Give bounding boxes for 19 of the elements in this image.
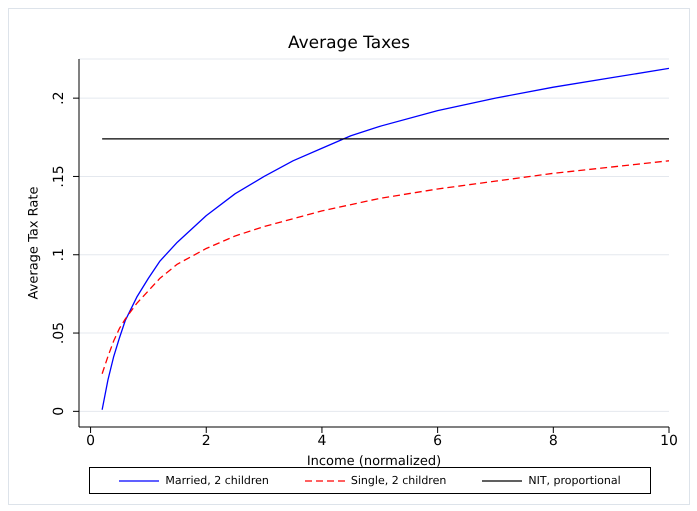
y-tick-label: 0 [51,406,67,416]
legend-label: Married, 2 children [165,474,269,487]
y-tick-label: .1 [51,248,67,262]
legend-label: Single, 2 children [350,474,446,487]
chart-title: Average Taxes [286,33,412,53]
x-tick-label: 2 [202,432,211,449]
x-tick-label: 8 [548,432,558,449]
y-tick-label: .15 [51,165,67,188]
x-tick-label: 10 [660,432,678,449]
x-tick-label: 0 [86,432,96,449]
x-tick-label: 4 [317,432,326,449]
x-tick-label: 6 [433,432,442,449]
y-tick-label: .2 [51,91,67,105]
legend-label: NIT, proportional [528,474,621,487]
y-tick-label: .05 [51,322,67,344]
line-series [101,68,669,410]
x-axis-title: Income (normalized) [306,454,442,469]
line-series [101,160,669,374]
y-axis-title: Average Tax Rate [26,186,42,300]
